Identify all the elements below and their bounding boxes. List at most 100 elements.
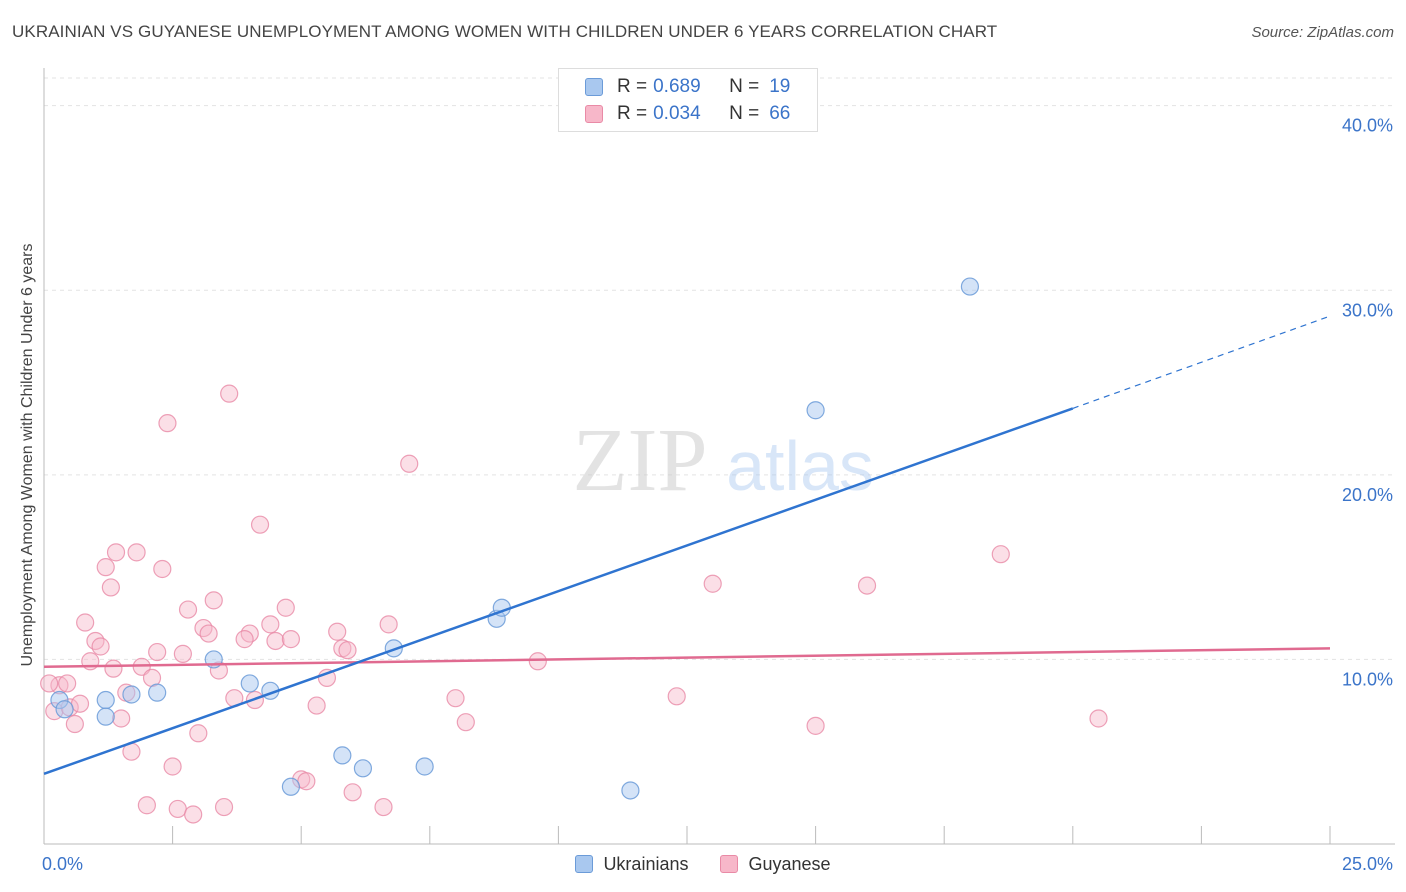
watermark-atlas: atlas [726, 427, 874, 505]
source-label: Source: ZipAtlas.com [1251, 24, 1394, 41]
legend-n-value-ukrainians: 19 [769, 76, 791, 97]
guyanese-point [281, 630, 301, 649]
guyanese-point [261, 615, 280, 634]
watermark: ZIP atlas [573, 411, 874, 510]
guyanese-point [184, 805, 203, 824]
guyanese-point [343, 783, 362, 802]
guyanese-point [104, 659, 123, 678]
trend-lines [43, 315, 1331, 776]
ukrainian-point [122, 685, 141, 704]
guyanese-point [70, 694, 90, 713]
chart-title: UKRAINIAN VS GUYANESE UNEMPLOYMENT AMONG… [12, 22, 998, 41]
ukrainian-trend-line [43, 407, 1074, 776]
guyanese-point [40, 674, 59, 693]
guyanese-point [76, 613, 95, 632]
ukrainian-point [353, 759, 373, 778]
guyanese-trend-line [43, 647, 1331, 669]
guyanese-point [194, 618, 213, 638]
guyanese-point [96, 558, 115, 577]
series-swatch-guyanese [720, 855, 739, 873]
guyanese-point [106, 543, 126, 562]
guyanese-point [703, 574, 722, 593]
ukrainian-point [333, 746, 352, 765]
guyanese-point [65, 714, 84, 734]
guyanese-point [173, 644, 192, 663]
correlation-legend: R = 0.689 N = 19 R = 0.034 N = 66 [558, 68, 818, 132]
ukrainian-point [621, 781, 640, 800]
watermark-zip: ZIP [573, 411, 708, 510]
legend-row-guyanese: R = 0.034 N = 66 [585, 102, 790, 126]
ukrainian-point [240, 674, 259, 693]
guyanese-point [58, 674, 77, 693]
ukrainian-point [960, 277, 980, 296]
ukrainian-point [415, 757, 434, 776]
guyanese-point [297, 772, 316, 791]
guyanese-point [1089, 709, 1108, 728]
guyanese-point [240, 624, 259, 643]
guyanese-point [266, 631, 285, 651]
guyanese-point [86, 631, 105, 651]
guyanese-point [379, 615, 398, 634]
guyanese-point [137, 796, 156, 815]
series-label-guyanese: Guyanese [748, 853, 831, 874]
guyanese-point [158, 414, 177, 433]
legend-r-value-ukrainians: 0.689 [653, 76, 701, 97]
guyanese-point [857, 576, 877, 595]
guyanese-point [101, 578, 120, 597]
guyanese-point [189, 724, 208, 743]
guyanese-point [446, 689, 465, 708]
guyanese-point [528, 652, 547, 671]
legend-r-value-guyanese: 0.034 [653, 103, 701, 124]
guyanese-point [276, 598, 295, 617]
guyanese-point [235, 630, 254, 649]
ukrainian-point [96, 707, 115, 726]
legend-n-label: N = [729, 103, 760, 124]
guyanese-point [199, 624, 218, 643]
ukrainian-point [806, 401, 825, 420]
guyanese-point [400, 454, 419, 473]
series-legend-guyanese[interactable]: Guyanese [720, 853, 831, 875]
guyanese-point [153, 559, 172, 579]
series-swatch-ukrainians [575, 855, 594, 873]
series-label-ukrainians: Ukrainians [603, 853, 689, 874]
guyanese-point [148, 642, 167, 662]
x-tick-label: 0.0% [42, 854, 83, 874]
guyanese-point [220, 384, 239, 403]
guyanese-point [163, 757, 182, 776]
guyanese-point [338, 641, 357, 660]
gridlines [44, 77, 1395, 660]
guyanese-point [168, 799, 187, 819]
guyanese-point [250, 515, 270, 534]
y-tick-label: 30.0% [1342, 300, 1393, 320]
ukrainian-trend-extension [1072, 315, 1331, 409]
legend-n-label: N = [729, 76, 760, 97]
ukrainian-point [148, 683, 167, 702]
guyanese-point [667, 687, 686, 706]
legend-swatch-ukrainians [585, 78, 603, 96]
ukrainian-point [55, 700, 74, 719]
ukrainian-point [96, 690, 115, 710]
guyanese-point [214, 797, 234, 817]
legend-swatch-guyanese [585, 105, 603, 123]
guyanese-point [328, 622, 347, 641]
y-tick-label: 10.0% [1342, 669, 1393, 689]
legend-r-label: R = [617, 76, 648, 97]
guyanese-point [132, 657, 151, 676]
guyanese-point [806, 716, 825, 735]
y-tick-label: 20.0% [1342, 485, 1393, 505]
guyanese-point [91, 637, 110, 656]
y-tick-label: 40.0% [1342, 116, 1393, 136]
guyanese-point [178, 600, 198, 619]
guyanese-point [204, 591, 223, 610]
guyanese-point [456, 713, 475, 732]
guyanese-point [307, 696, 326, 715]
legend-r-label: R = [617, 103, 648, 124]
series-legend-ukrainians[interactable]: Ukrainians [575, 854, 688, 875]
x-tick-label: 25.0% [1342, 854, 1393, 874]
legend-n-value-guyanese: 66 [769, 103, 791, 124]
legend-row-ukrainians: R = 0.689 N = 19 [585, 75, 790, 99]
ukrainian-point [281, 777, 301, 796]
guyanese-point [127, 543, 146, 562]
series-legend: Ukrainians Guyanese [0, 852, 1406, 876]
